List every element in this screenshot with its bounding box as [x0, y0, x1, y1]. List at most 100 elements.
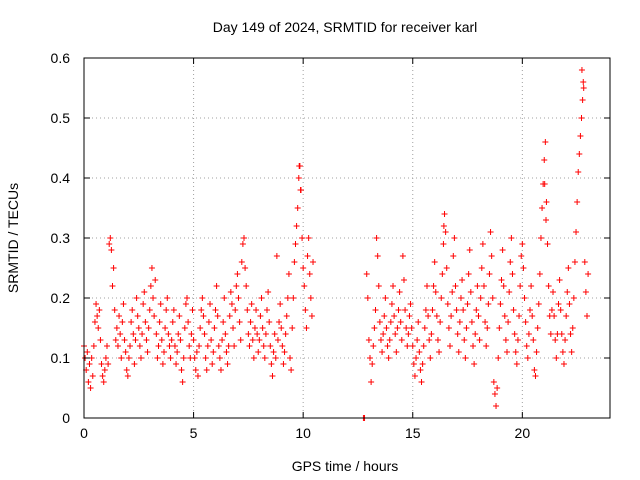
data-point [491, 379, 497, 385]
data-point [299, 235, 305, 241]
data-point [575, 169, 581, 175]
data-point [416, 349, 422, 355]
data-point [101, 379, 107, 385]
data-point [467, 247, 473, 253]
data-point [300, 265, 306, 271]
data-point [220, 319, 226, 325]
data-point [280, 361, 286, 367]
chart-title: Day 149 of 2024, SRMTID for receiver kar… [213, 19, 478, 35]
data-point [481, 283, 487, 289]
data-point [171, 307, 177, 313]
data-point [276, 319, 282, 325]
data-point [492, 391, 498, 397]
data-point [307, 271, 313, 277]
data-point [138, 355, 144, 361]
data-point [525, 355, 531, 361]
data-point [537, 271, 543, 277]
data-point [452, 283, 458, 289]
data-point [195, 373, 201, 379]
data-point [497, 301, 503, 307]
data-point [147, 307, 153, 313]
data-point [424, 283, 430, 289]
y-tick-label: 0 [62, 410, 70, 426]
data-point [414, 337, 420, 343]
data-point [134, 295, 140, 301]
data-point [378, 337, 384, 343]
data-point [100, 373, 106, 379]
x-axis-label: GPS time / hours [292, 458, 399, 474]
data-point [478, 295, 484, 301]
data-point [181, 355, 187, 361]
data-point [439, 271, 445, 277]
data-point [545, 241, 551, 247]
data-point [84, 349, 90, 355]
data-point [581, 85, 587, 91]
data-point [124, 367, 130, 373]
data-point [130, 331, 136, 337]
data-point [169, 337, 175, 343]
data-point [204, 367, 210, 373]
data-point [401, 277, 407, 283]
data-point [157, 319, 163, 325]
data-point [289, 325, 295, 331]
data-point [392, 331, 398, 337]
data-point [189, 307, 195, 313]
data-point [294, 223, 300, 229]
data-point [450, 253, 456, 259]
data-point [216, 343, 222, 349]
data-point [532, 373, 538, 379]
data-point [156, 343, 162, 349]
data-point [193, 367, 199, 373]
data-point [394, 325, 400, 331]
y-tick-label: 0.5 [51, 110, 71, 126]
data-point [534, 349, 540, 355]
data-point [399, 337, 405, 343]
data-point [526, 331, 532, 337]
data-point [205, 343, 211, 349]
data-point [301, 283, 307, 289]
data-point [142, 319, 148, 325]
data-point [118, 355, 124, 361]
data-point [182, 325, 188, 331]
y-tick-label: 0.4 [51, 170, 71, 186]
data-point [254, 331, 260, 337]
data-point [252, 325, 258, 331]
data-point [573, 229, 579, 235]
data-point [179, 367, 185, 373]
data-point [388, 319, 394, 325]
data-point [448, 313, 454, 319]
data-point [524, 343, 530, 349]
data-point [411, 361, 417, 367]
data-point [296, 175, 302, 181]
data-point [507, 259, 513, 265]
data-point [582, 259, 588, 265]
data-point [365, 295, 371, 301]
data-point [176, 313, 182, 319]
data-point [551, 313, 557, 319]
data-point [427, 355, 433, 361]
data-point [97, 337, 103, 343]
data-point [489, 253, 495, 259]
data-point [137, 343, 143, 349]
data-point [246, 343, 252, 349]
data-point [432, 259, 438, 265]
data-point [443, 229, 449, 235]
data-point [400, 253, 406, 259]
data-point [405, 331, 411, 337]
data-point [402, 307, 408, 313]
data-point [415, 319, 421, 325]
data-point [420, 361, 426, 367]
data-point [368, 379, 374, 385]
data-point [310, 259, 316, 265]
data-point [111, 265, 117, 271]
data-point [229, 301, 235, 307]
data-point [295, 205, 301, 211]
data-point [141, 289, 147, 295]
data-point [423, 307, 429, 313]
data-point [214, 283, 220, 289]
data-point [542, 139, 548, 145]
data-point [379, 349, 385, 355]
data-point [479, 265, 485, 271]
data-point [522, 295, 528, 301]
x-tick-label: 0 [80, 425, 88, 441]
